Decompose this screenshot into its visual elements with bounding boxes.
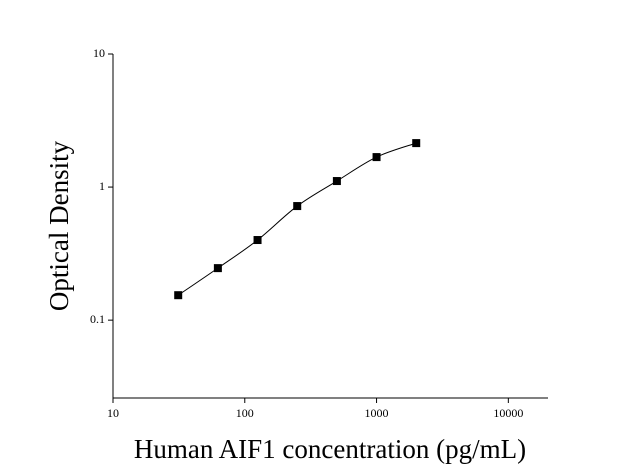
x-tick-label: 10 [107, 406, 119, 420]
y-tick-label: 1 [99, 179, 105, 193]
data-point [293, 202, 302, 211]
data-point [332, 177, 341, 186]
y-tick-label: 10 [93, 46, 105, 60]
data-point [412, 139, 421, 148]
y-axis-title: Optical Density [44, 140, 74, 311]
y-tick-label: 0.1 [90, 312, 105, 326]
fit-curve [177, 142, 417, 296]
x-tick-label: 10000 [493, 406, 523, 420]
data-point [174, 291, 183, 300]
data-point [372, 153, 381, 162]
data-point [213, 264, 222, 273]
x-axis-title: Human AIF1 concentration (pg/mL) [134, 434, 526, 464]
data-point [253, 236, 262, 245]
x-tick-label: 100 [236, 406, 254, 420]
x-tick-label: 1000 [365, 406, 389, 420]
